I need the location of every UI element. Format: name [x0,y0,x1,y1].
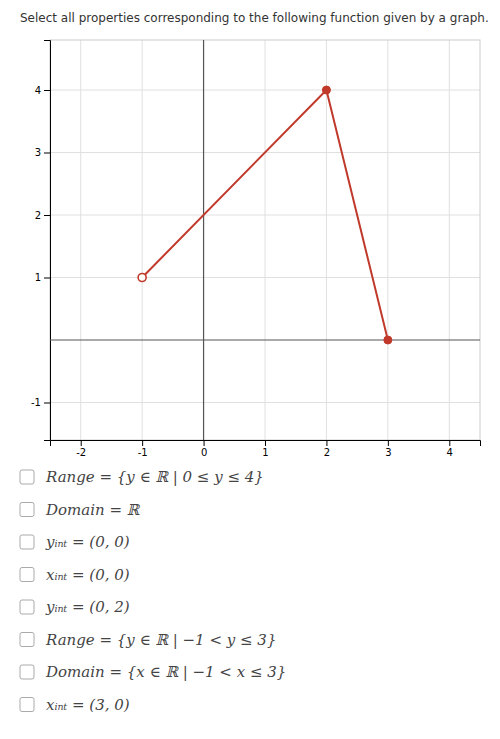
grid-line [50,277,480,278]
tick-mark [44,153,50,154]
tick: 1 [35,272,50,283]
tick-label: 0 [201,447,207,458]
chart: Select all properties corresponding to t… [0,0,500,739]
frame [50,40,480,440]
tick-label: -1 [31,397,41,408]
checkbox[interactable] [20,665,34,679]
checkbox[interactable] [20,503,34,517]
data [50,40,480,440]
checkbox[interactable] [20,698,34,712]
grid-line [142,40,143,440]
option-text: Domain = ℝ [45,501,141,519]
options: Range = {y ∈ ℝ | 0 ≤ y ≤ 4} Domain = ℝ yᵢₙ… [20,468,286,714]
tick-mark [449,440,450,446]
tick: 1 [262,440,268,458]
y-axis: -1 1 2 3 4 [31,41,50,441]
axis-line [44,41,51,441]
tick-label: 3 [385,447,391,458]
tick-label: 4 [35,85,41,96]
tick: -1 [31,397,50,408]
tick: 0 [201,440,207,458]
tick-label: 2 [35,210,41,221]
closed-point [322,86,330,94]
tick-mark [81,440,82,446]
tick: 4 [35,85,50,96]
checkbox[interactable] [20,535,34,549]
tick-mark [204,440,205,446]
zero-line [203,40,204,440]
grid-line [50,215,480,216]
grid-line [80,40,81,440]
option-text: xᵢₙₜ = (3, 0) [46,696,130,714]
zero-line [50,340,480,341]
option-text: Range = {y ∈ ℝ | −1 < y ≤ 3} [45,631,276,649]
tick: 2 [324,440,330,458]
tick-mark [388,440,389,446]
tick-label: 1 [35,272,41,283]
tick-mark [265,440,266,446]
tick-label: 3 [35,147,41,158]
tick-mark [142,440,143,446]
open-point [138,274,146,282]
tick-mark [44,278,50,279]
tick-label: -1 [138,447,148,458]
grid-line [326,40,327,440]
tick: -1 [138,440,148,458]
title: Select all properties corresponding to t… [20,11,489,25]
option-text: yᵢₙₜ = (0, 0) [45,533,130,551]
tick-mark [44,215,50,216]
grid-line [203,40,204,440]
tick-label: 2 [324,447,330,458]
line [142,90,326,278]
checkbox[interactable] [20,633,34,647]
option-text: Domain = {x ∈ ℝ | −1 < x ≤ 3} [45,663,286,681]
tick-label: 1 [262,447,268,458]
option-text: xᵢₙₜ = (0, 0) [46,566,130,584]
tick-mark [44,403,50,404]
x-axis: -2 -1 0 1 2 3 4 [51,440,481,458]
tick: 2 [35,210,50,221]
grid [50,40,480,440]
line [326,90,387,340]
option-text: yᵢₙₜ = (0, 2) [45,598,130,616]
plot: -2 -1 0 1 2 3 4 -1 1 2 3 4 [31,40,480,458]
option-text: Range = {y ∈ ℝ | 0 ≤ y ≤ 4} [45,468,264,486]
tick: -2 [76,440,86,458]
checkbox[interactable] [20,600,34,614]
checkbox[interactable] [20,568,34,582]
tick-label: -2 [76,447,86,458]
tick-mark [44,90,50,91]
closed-point [384,336,392,344]
tick-mark [326,440,327,446]
grid-line [387,40,388,440]
grid-line [449,40,450,440]
grid-line [50,90,480,91]
tick: 3 [35,147,50,158]
checkbox[interactable] [20,470,34,484]
grid-line [265,40,266,440]
axis-line [51,441,481,447]
tick-label: 4 [447,447,453,458]
tick: 4 [447,440,453,458]
tick: 3 [385,440,391,458]
grid-line [50,402,480,403]
